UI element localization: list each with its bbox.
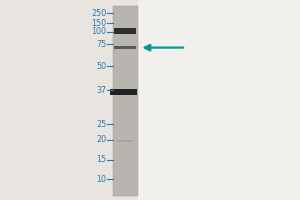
- Bar: [112, 6, 138, 196]
- Text: 100: 100: [92, 27, 106, 36]
- Text: 37: 37: [96, 86, 106, 95]
- Bar: [114, 46, 136, 49]
- Bar: [114, 28, 136, 34]
- Text: 50: 50: [96, 62, 106, 71]
- Text: 75: 75: [96, 40, 106, 49]
- Text: 20: 20: [96, 136, 106, 144]
- Bar: [138, 0, 300, 200]
- Text: 15: 15: [96, 155, 106, 164]
- Text: 150: 150: [92, 19, 106, 27]
- Bar: [117, 140, 133, 142]
- Text: 10: 10: [97, 174, 106, 184]
- Bar: [110, 89, 136, 95]
- Text: 25: 25: [96, 120, 106, 129]
- Text: 250: 250: [91, 8, 106, 18]
